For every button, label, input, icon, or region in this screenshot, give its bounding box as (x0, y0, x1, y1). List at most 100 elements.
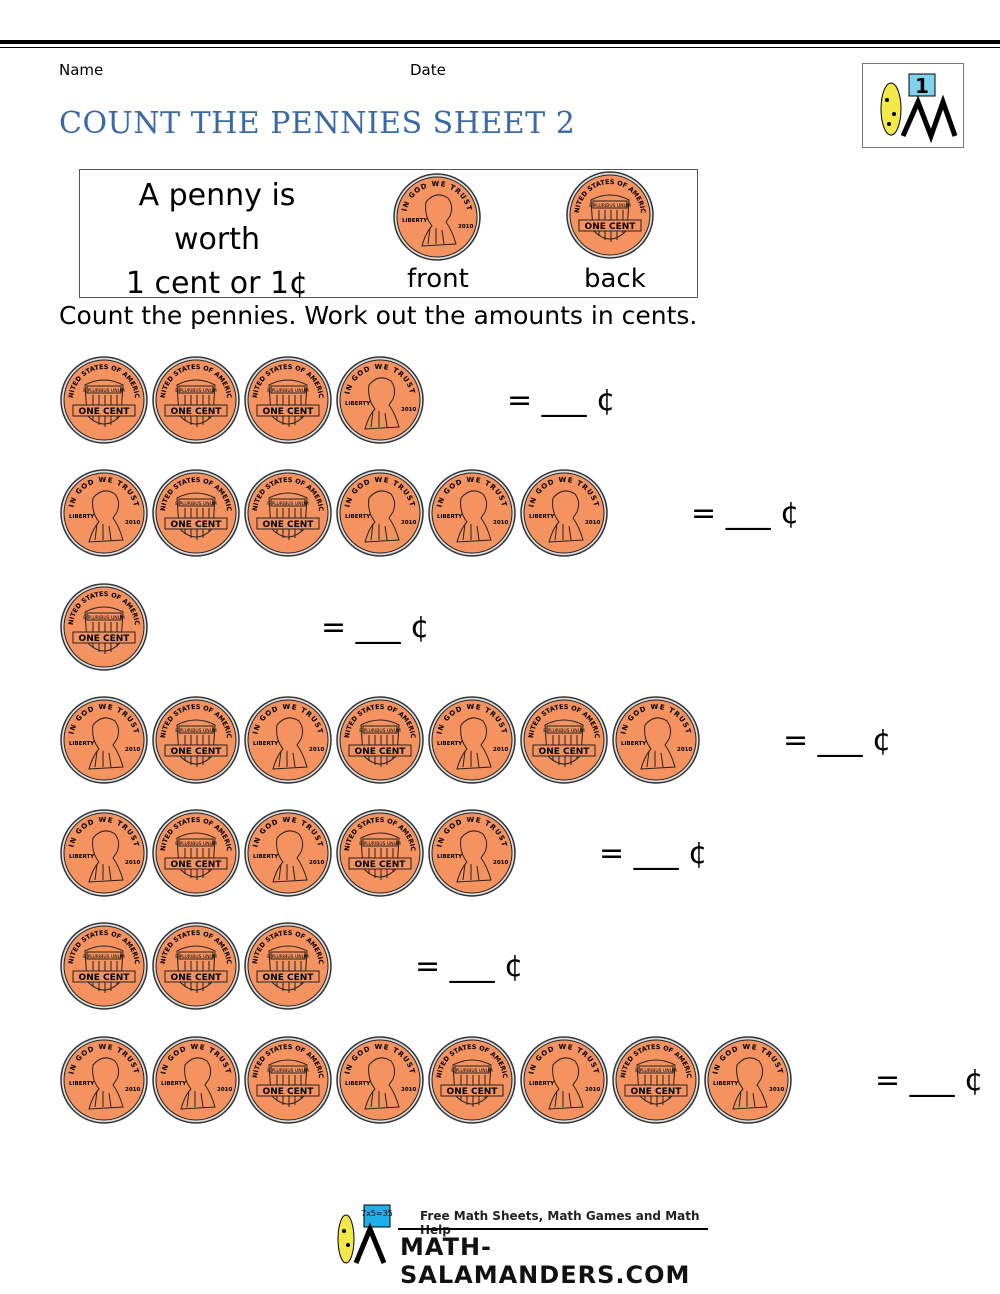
penny-back: UNITED STATES OF AMERICA E PLURIBUS UNUM… (148, 462, 241, 558)
penny-front: IN GOD WE TRUST LIBERTY 2010 (703, 1035, 793, 1125)
info-line-1: A penny is worth (138, 178, 296, 257)
svg-text:E PLURIBUS UNUM: E PLURIBUS UNUM (175, 501, 217, 507)
penny-back-image: UNITED STATES OF AMERICA E PLURIBUS UNUM… (516, 689, 608, 784)
penny-back-image: UNITED STATES OF AMERICA E PLURIBUS UNUM… (148, 689, 240, 784)
penny-back: UNITED STATES OF AMERICA E PLURIBUS UNUM… (56, 915, 149, 1011)
svg-text:LIBERTY: LIBERTY (69, 1081, 95, 1087)
svg-text:E PLURIBUS UNUM: E PLURIBUS UNUM (267, 1068, 309, 1074)
answer-blank[interactable]: = ___ ¢ (599, 836, 708, 871)
penny-front-image: IN GOD WE TRUST LIBERTY 2010 (520, 469, 608, 557)
penny-front: IN GOD WE TRUST LIBERTY 2010 (335, 1035, 425, 1125)
penny-front: IN GOD WE TRUST LIBERTY 2010 (59, 808, 149, 898)
front-caption: front (407, 264, 469, 294)
penny-front: IN GOD WE TRUST LIBERTY 2010 (519, 468, 609, 558)
penny-front-image: IN GOD WE TRUST LIBERTY 2010 (60, 696, 148, 784)
answer-blank[interactable]: = ___ ¢ (507, 383, 616, 418)
svg-text:2010: 2010 (677, 747, 692, 753)
penny-front: IN GOD WE TRUST LIBERTY 2010 (335, 355, 425, 445)
svg-text:ONE CENT: ONE CENT (79, 407, 131, 417)
svg-text:ONE CENT: ONE CENT (585, 222, 637, 232)
penny-back: UNITED STATES OF AMERICA E PLURIBUS UNUM… (240, 1029, 333, 1125)
penny-front: IN GOD WE TRUST LIBERTY 2010 (427, 468, 517, 558)
svg-text:LIBERTY: LIBERTY (529, 514, 555, 520)
penny-worth-text: A penny is worth 1 cent or 1¢ (92, 174, 342, 306)
penny-front-image: IN GOD WE TRUST LIBERTY 2010 (704, 1036, 792, 1124)
svg-text:ONE CENT: ONE CENT (631, 1087, 683, 1097)
instructions: Count the pennies. Work out the amounts … (59, 301, 698, 330)
penny-front-image: IN GOD WE TRUST LIBERTY 2010 (336, 469, 424, 557)
svg-text:E PLURIBUS UNUM: E PLURIBUS UNUM (83, 388, 125, 394)
penny-back-image: UNITED STATES OF AMERICA E PLURIBUS UNUM… (148, 349, 240, 444)
penny-front: IN GOD WE TRUST LIBERTY 2010 (519, 1035, 609, 1125)
svg-text:2010: 2010 (585, 520, 600, 526)
footer-rule (398, 1228, 708, 1230)
penny-back-image: UNITED STATES OF AMERICA E PLURIBUS UNUM… (148, 802, 240, 897)
penny-front-image: IN GOD WE TRUST LIBERTY 2010 (60, 809, 148, 897)
svg-text:LIBERTY: LIBERTY (621, 741, 647, 747)
footer-site-link[interactable]: MATH-SALAMANDERS.COM (400, 1233, 691, 1289)
penny-front-image: IN GOD WE TRUST LIBERTY 2010 (60, 469, 148, 557)
answer-blank[interactable]: = ___ ¢ (875, 1063, 984, 1098)
svg-text:LIBERTY: LIBERTY (437, 741, 463, 747)
penny-back-image: UNITED STATES OF AMERICA E PLURIBUS UNUM… (424, 1029, 516, 1124)
penny-front: IN GOD WE TRUST LIBERTY 2010 (427, 808, 517, 898)
svg-text:E PLURIBUS UNUM: E PLURIBUS UNUM (83, 954, 125, 960)
svg-text:2010: 2010 (493, 747, 508, 753)
penny-front-image: IN GOD WE TRUST LIBERTY 2010 (428, 469, 516, 557)
penny-back-image: UNITED STATES OF AMERICA E PLURIBUS UNUM… (332, 689, 424, 784)
penny-front: IN GOD WE TRUST LIBERTY 2010 (427, 695, 517, 785)
date-label: Date (410, 61, 446, 79)
penny-back: UNITED STATES OF AMERICA E PLURIBUS UNUM… (148, 689, 241, 785)
penny-front-image: IN GOD WE TRUST LIBERTY 2010 (60, 1036, 148, 1124)
penny-back-image: UNITED STATES OF AMERICA E PLURIBUS UNUM… (240, 915, 332, 1010)
svg-text:LIBERTY: LIBERTY (402, 218, 428, 224)
answer-blank[interactable]: = ___ ¢ (321, 610, 430, 645)
penny-front-image: IN GOD WE TRUST LIBERTY 2010 (336, 1036, 424, 1124)
svg-text:ONE CENT: ONE CENT (171, 860, 223, 870)
salamander-logo: 1 (862, 63, 964, 148)
penny-front-image: IN GOD WE TRUST LIBERTY 2010 (244, 809, 332, 897)
svg-text:ONE CENT: ONE CENT (539, 747, 591, 757)
penny-front-image: IN GOD WE TRUST LIBERTY 2010 (612, 696, 700, 784)
svg-text:ONE CENT: ONE CENT (79, 973, 131, 983)
penny-back: UNITED STATES OF AMERICA E PLURIBUS UNUM… (240, 915, 333, 1011)
svg-text:E PLURIBUS UNUM: E PLURIBUS UNUM (267, 954, 309, 960)
penny-back: UNITED STATES OF AMERICA E PLURIBUS UNUM… (608, 1029, 701, 1125)
answer-blank[interactable]: = ___ ¢ (415, 949, 524, 984)
penny-front: IN GOD WE TRUST LIBERTY 2010 (335, 468, 425, 558)
penny-back-image: UNITED STATES OF AMERICA E PLURIBUS UNUM… (332, 802, 424, 897)
penny-back-example: UNITED STATES OF AMERICA E PLURIBUS UNUM… (562, 164, 655, 260)
penny-back: UNITED STATES OF AMERICA E PLURIBUS UNUM… (332, 802, 425, 898)
back-caption: back (584, 264, 646, 294)
info-box: A penny is worth 1 cent or 1¢ IN GOD WE … (79, 164, 698, 301)
svg-text:E PLURIBUS UNUM: E PLURIBUS UNUM (175, 728, 217, 734)
svg-text:E PLURIBUS UNUM: E PLURIBUS UNUM (359, 841, 401, 847)
svg-text:E PLURIBUS UNUM: E PLURIBUS UNUM (175, 954, 217, 960)
answer-blank[interactable]: = ___ ¢ (691, 496, 800, 531)
svg-text:2010: 2010 (493, 860, 508, 866)
answer-blank[interactable]: = ___ ¢ (783, 723, 892, 758)
penny-front-image: IN GOD WE TRUST LIBERTY 2010 (428, 696, 516, 784)
svg-text:2010: 2010 (401, 1087, 416, 1093)
svg-text:E PLURIBUS UNUM: E PLURIBUS UNUM (635, 1068, 677, 1074)
top-rule-thin (0, 47, 1000, 48)
penny-front-image: IN GOD WE TRUST LIBERTY 2010 (393, 173, 481, 261)
top-rule (0, 40, 1000, 44)
svg-text:2010: 2010 (493, 520, 508, 526)
name-label: Name (59, 61, 104, 79)
penny-back-image: UNITED STATES OF AMERICA E PLURIBUS UNUM… (148, 462, 240, 557)
svg-text:ONE CENT: ONE CENT (263, 407, 315, 417)
svg-text:LIBERTY: LIBERTY (437, 514, 463, 520)
svg-text:LIBERTY: LIBERTY (253, 741, 279, 747)
penny-back-image: UNITED STATES OF AMERICA E PLURIBUS UNUM… (240, 349, 332, 444)
svg-text:2010: 2010 (401, 520, 416, 526)
svg-text:E PLURIBUS UNUM: E PLURIBUS UNUM (267, 501, 309, 507)
svg-text:ONE CENT: ONE CENT (355, 747, 407, 757)
svg-text:ONE CENT: ONE CENT (263, 520, 315, 530)
svg-text:E PLURIBUS UNUM: E PLURIBUS UNUM (589, 203, 631, 209)
svg-text:2010: 2010 (309, 860, 324, 866)
page-title: COUNT THE PENNIES SHEET 2 (59, 106, 576, 141)
footer-logo: 7x5=35 Free Math Sheets, Math Games and … (326, 1203, 716, 1289)
svg-text:LIBERTY: LIBERTY (161, 1081, 187, 1087)
svg-text:LIBERTY: LIBERTY (713, 1081, 739, 1087)
